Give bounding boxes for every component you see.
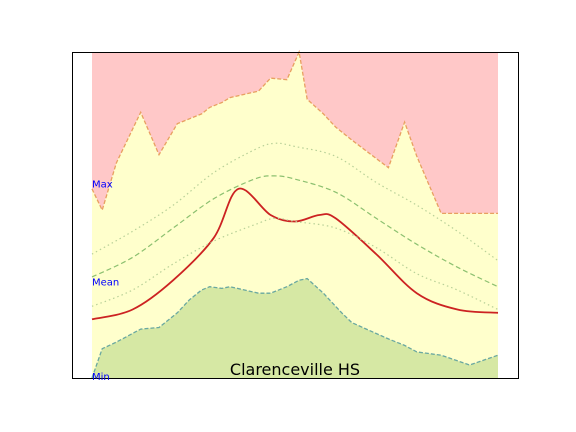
band-labels: Max Mean Min <box>92 180 119 383</box>
upper-dotted-curve <box>91 142 499 262</box>
lower-band-area <box>92 278 498 378</box>
band-label-max: Max <box>92 180 113 191</box>
band-label-min: Min <box>92 372 110 383</box>
band-label-mean: Mean <box>92 277 119 288</box>
plot-frame <box>72 52 519 379</box>
lower-dotted-curve <box>91 217 499 311</box>
max-line <box>91 49 498 215</box>
plot-area <box>91 49 499 379</box>
chart-title: Clarenceville HS <box>230 360 360 379</box>
upper-band-area <box>92 52 498 214</box>
mean-curve <box>91 187 499 321</box>
min-line <box>91 277 499 379</box>
upper-dashed-curve <box>91 175 499 288</box>
